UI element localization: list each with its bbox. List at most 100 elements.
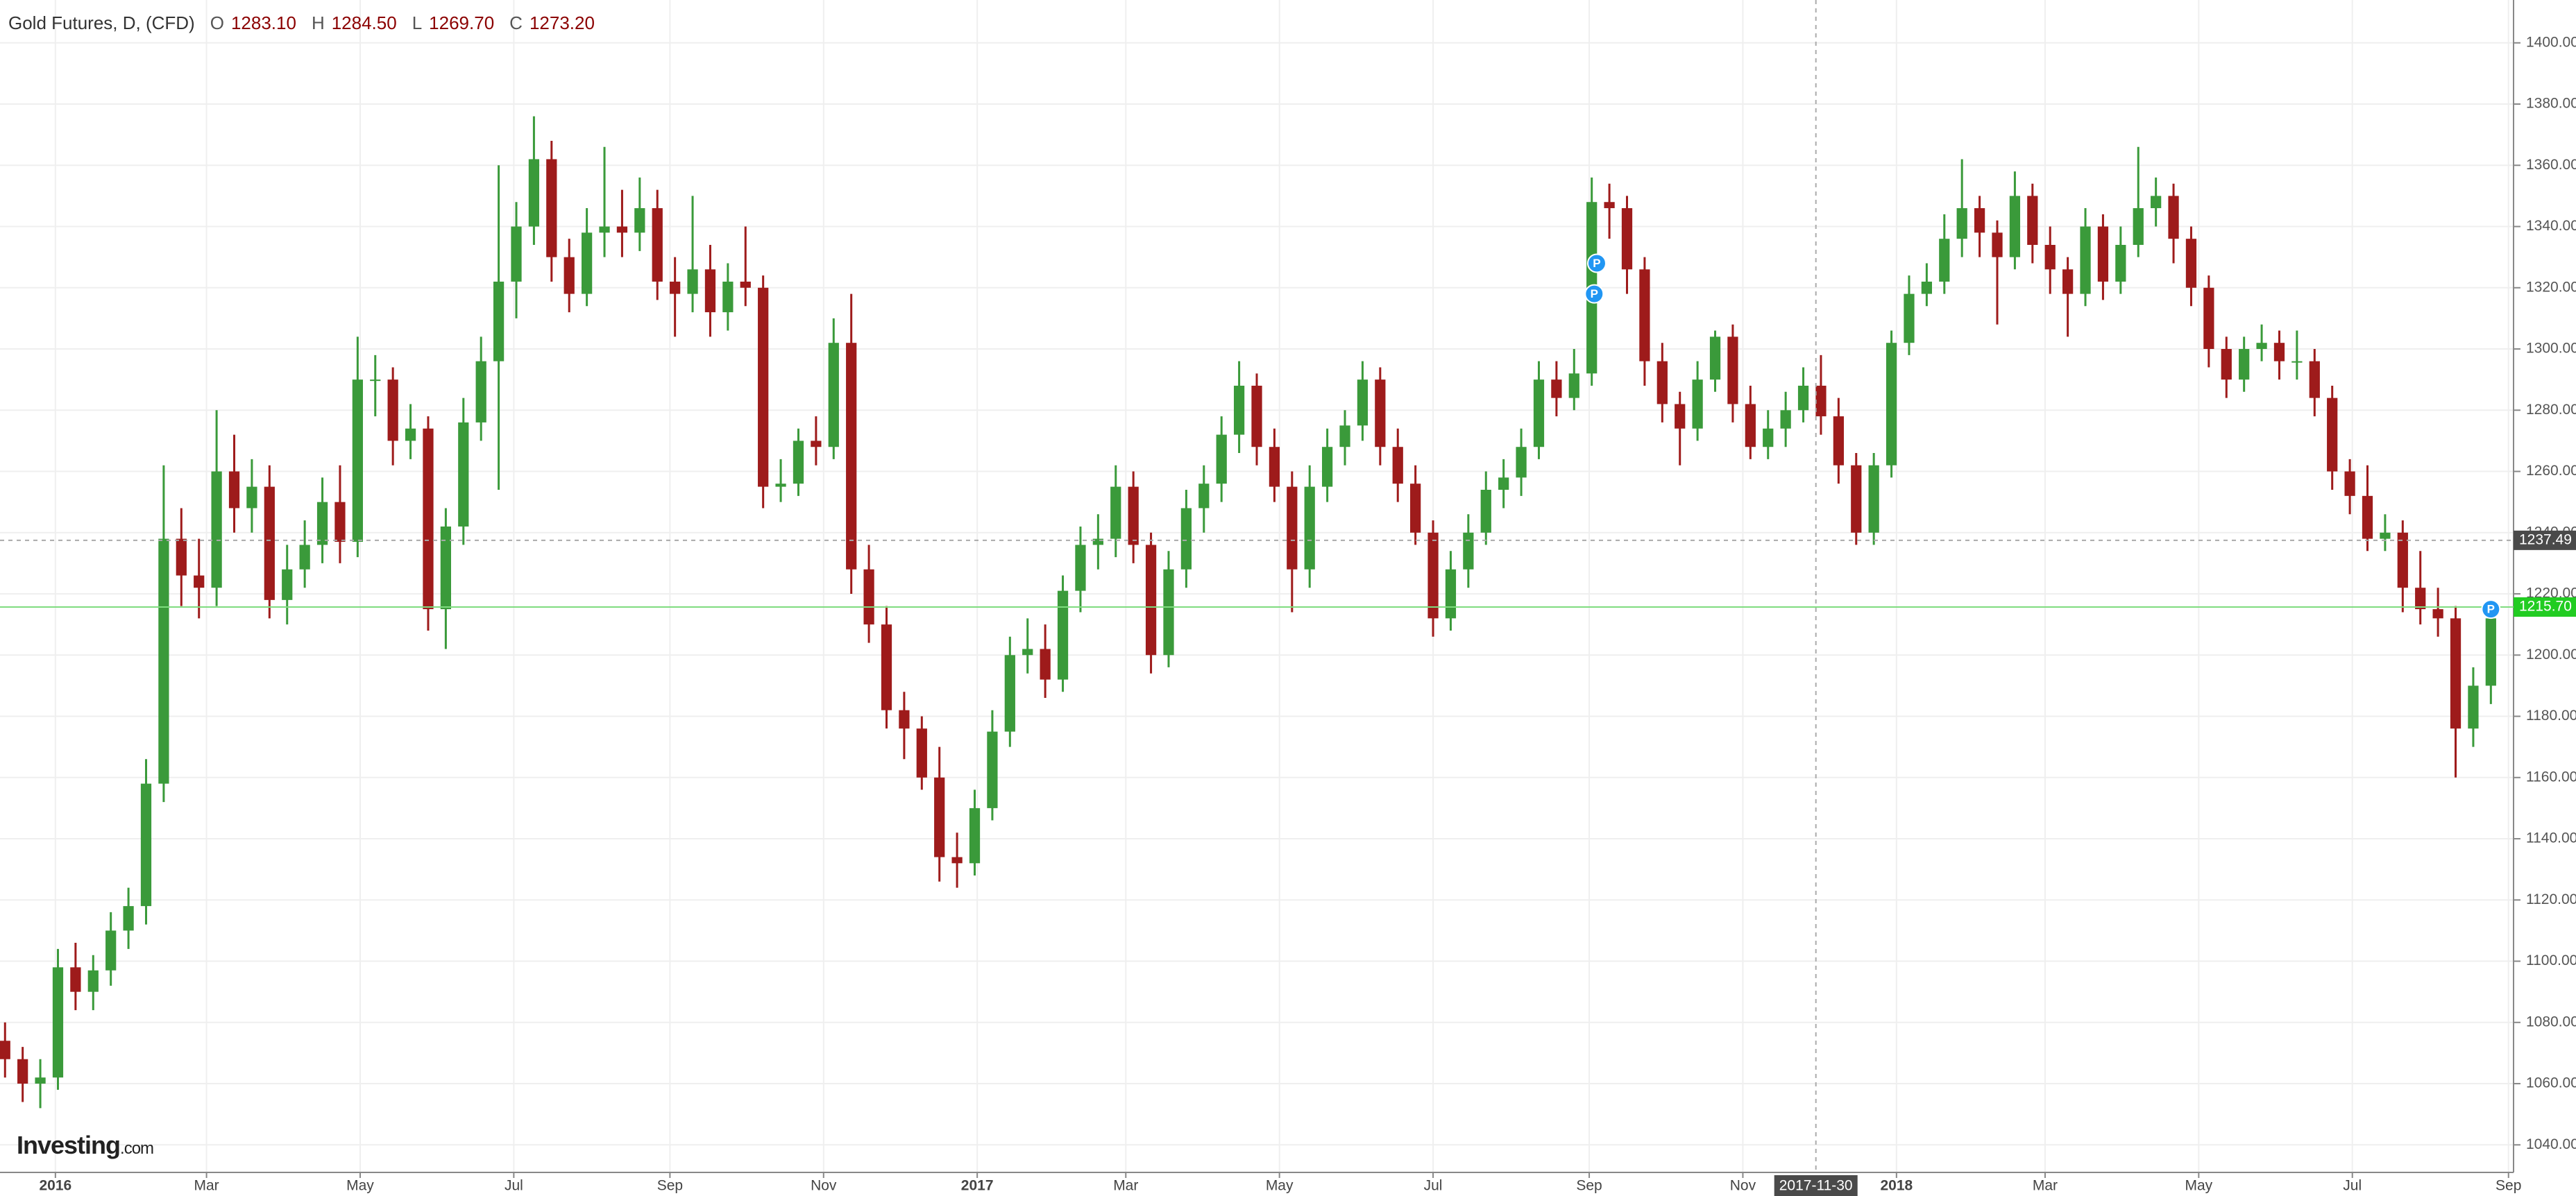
candle-body (2185, 239, 2197, 288)
y-tick-label: 1360.00 (2526, 157, 2576, 173)
candle-body (2168, 196, 2179, 239)
chart-title[interactable]: Gold Futures, D, (CFD) (8, 12, 195, 33)
x-tick-label: Mar (1113, 1178, 1138, 1194)
candle-body (2097, 226, 2109, 282)
candle-body (387, 379, 398, 441)
candle-body (2450, 618, 2461, 729)
candle-body (969, 808, 981, 864)
x-tick-label: Mar (194, 1178, 219, 1194)
candle-body (1304, 486, 1315, 570)
ohlc-value: 1284.50 (331, 12, 397, 33)
candle-body (722, 281, 734, 313)
x-tick-label: Jul (1424, 1178, 1443, 1194)
candle-body (2415, 588, 2426, 610)
candle-body (2027, 196, 2038, 246)
crosshair-x-label: 2017-11-30 (1779, 1178, 1853, 1194)
candle-body (2468, 685, 2479, 729)
candle-body (1233, 385, 1245, 435)
y-tick-label: 1120.00 (2526, 891, 2576, 907)
candle-body (87, 970, 99, 992)
candle-body (1198, 484, 1210, 509)
ohlc-key: O (210, 12, 224, 33)
logo[interactable]: Investing.com (17, 1131, 154, 1160)
candle-body (1639, 269, 1650, 361)
candle-body (528, 159, 540, 227)
y-tick-label: 1380.00 (2526, 96, 2576, 112)
ohlc-key: L (412, 12, 423, 33)
candle-body (1110, 486, 1121, 539)
crosshair-y-label-bg (2514, 530, 2576, 550)
crosshair-x-label-bg (1774, 1175, 1858, 1196)
candle-body (1992, 232, 2003, 257)
last-price-label-bg (2514, 597, 2576, 617)
x-tick-label: Sep (2496, 1178, 2521, 1194)
candle-body (1745, 404, 1756, 447)
candle-body (634, 208, 645, 233)
candle-body (0, 1041, 10, 1059)
candle-body (352, 379, 363, 543)
candle-body (1868, 465, 1879, 533)
ohlc-key: H (311, 12, 325, 33)
candle-body (140, 783, 152, 907)
candle-body (1075, 545, 1086, 591)
candle-body (1727, 336, 1738, 404)
x-tick-label: Jul (2343, 1178, 2362, 1194)
candle-body (2380, 532, 2391, 539)
candle-body (1886, 343, 1897, 465)
candle-body (493, 281, 505, 361)
candle-body (2327, 398, 2338, 472)
candle-body (1180, 508, 1192, 570)
candle-body (916, 728, 927, 778)
candle-body (1145, 545, 1157, 656)
candle-body (176, 538, 187, 576)
candle-body (1815, 385, 1827, 417)
candle-body (704, 269, 716, 313)
candle-body (1675, 404, 1686, 429)
candle-body (228, 471, 240, 509)
candle-body (1092, 538, 1103, 545)
candle-body (564, 257, 575, 294)
candle-body (17, 1059, 28, 1084)
y-tick-label: 1140.00 (2526, 830, 2576, 846)
candle-body (458, 422, 469, 527)
candle-body (1022, 649, 1033, 656)
y-tick-label: 1100.00 (2526, 952, 2576, 968)
x-tick-label: May (2185, 1178, 2212, 1194)
y-tick-label: 1340.00 (2526, 218, 2576, 234)
candle-body (2485, 618, 2496, 686)
candle-body (2221, 349, 2232, 380)
x-tick-label: 2017 (961, 1178, 994, 1194)
x-tick-label: 2016 (39, 1178, 71, 1194)
candle-body (1516, 447, 1527, 478)
candle-body (123, 906, 134, 931)
candle-body (1410, 484, 1421, 533)
candle-body (1956, 208, 1967, 239)
candle-body (1392, 447, 1403, 484)
ohlc-value: 1283.10 (230, 12, 296, 33)
x-tick-label: Nov (811, 1178, 837, 1194)
candle-body (2062, 269, 2074, 294)
candle-body (652, 208, 663, 282)
candle-body (52, 967, 64, 1078)
candle-body (1533, 379, 1545, 447)
candle-body (194, 575, 205, 588)
event-marker (2481, 599, 2501, 620)
chart-header: Gold Futures, D, (CFD) O 1283.10 H 1284.50 L… (8, 12, 595, 34)
candle-body (828, 343, 839, 447)
candle-body (2309, 361, 2320, 398)
y-tick-label: 1280.00 (2526, 402, 2576, 418)
candle-body (70, 967, 81, 992)
candle-body (775, 484, 786, 487)
candle-body (1939, 239, 1950, 282)
candle-body (2256, 343, 2267, 350)
candle-body (1357, 379, 1368, 426)
x-tick-label: 2018 (1880, 1178, 1913, 1194)
candle-body (1780, 410, 1791, 429)
y-tick-label: 1180.00 (2526, 708, 2576, 724)
candle-body (1797, 385, 1809, 411)
candle-body (282, 569, 293, 600)
y-tick-label: 1060.00 (2526, 1075, 2576, 1091)
last-price-label: 1215.70 (2519, 599, 2572, 615)
event-marker (1586, 253, 1607, 273)
candle-body (1498, 477, 1509, 490)
